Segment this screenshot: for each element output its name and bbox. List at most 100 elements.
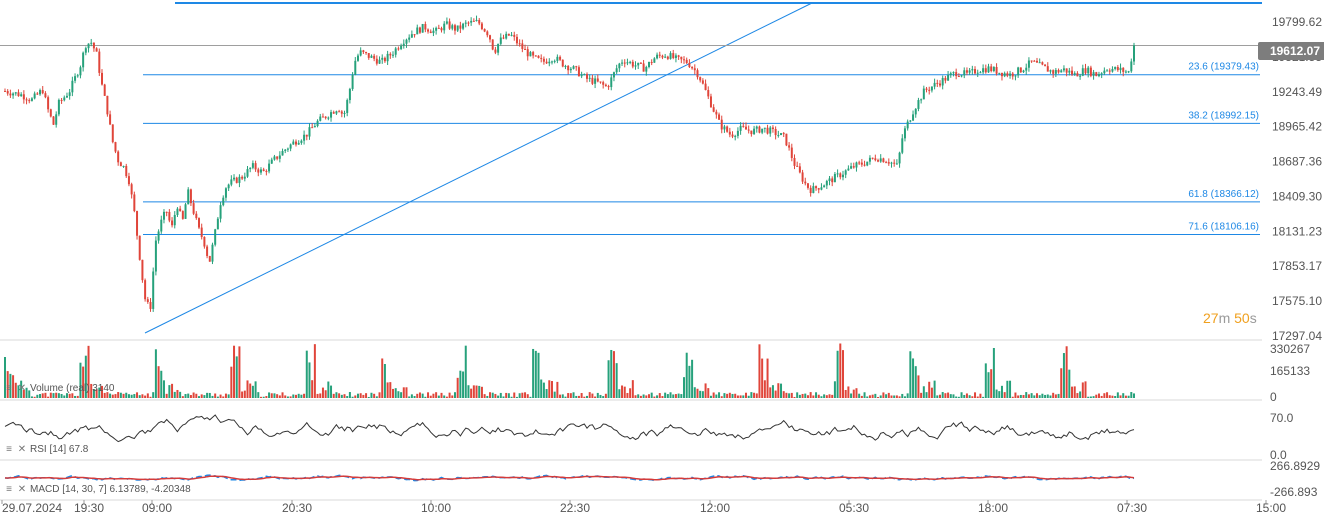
volume-bar bbox=[532, 348, 535, 398]
candle-body bbox=[1133, 45, 1135, 62]
candle-body bbox=[327, 117, 330, 119]
x-axis-tick-label: 05:30 bbox=[839, 501, 869, 515]
candle-body bbox=[106, 95, 109, 115]
trend-line bbox=[144, 2, 813, 334]
candle-body bbox=[257, 169, 260, 173]
volume-bar bbox=[817, 394, 820, 398]
volume-bar bbox=[672, 394, 675, 398]
close-icon[interactable]: ✕ bbox=[17, 383, 27, 394]
candle-body bbox=[1052, 70, 1055, 74]
candle-body bbox=[321, 116, 324, 118]
menu-icon[interactable]: ≡ bbox=[6, 383, 12, 394]
volume-bar bbox=[351, 396, 354, 398]
candle-body bbox=[890, 162, 893, 164]
candle-body bbox=[459, 25, 462, 29]
candle-body bbox=[1006, 73, 1009, 76]
volume-bar bbox=[162, 380, 165, 398]
volume-bar bbox=[642, 394, 645, 398]
volume-bar bbox=[534, 350, 537, 398]
candle-body bbox=[753, 128, 756, 135]
candle-body bbox=[963, 70, 966, 76]
candle-body bbox=[1103, 70, 1106, 74]
candle-body bbox=[367, 53, 370, 58]
volume-bar bbox=[1060, 368, 1063, 398]
volume-bar bbox=[354, 395, 357, 398]
candle-body bbox=[882, 158, 885, 163]
candle-body bbox=[243, 176, 246, 179]
candle-body bbox=[917, 100, 920, 109]
volume-bar bbox=[424, 396, 427, 398]
volume-bar bbox=[103, 392, 106, 398]
volume-bar bbox=[877, 396, 880, 398]
volume-bar bbox=[362, 394, 365, 398]
candle-body bbox=[405, 39, 408, 44]
candle-body bbox=[553, 60, 556, 62]
volume-bar bbox=[1119, 395, 1122, 398]
candle-body bbox=[949, 73, 952, 76]
candles bbox=[4, 15, 1135, 312]
candle-body bbox=[801, 172, 804, 182]
candle-body bbox=[453, 25, 456, 31]
volume-bar bbox=[744, 392, 747, 398]
y-axis-tick-label: 18131.23 bbox=[1272, 224, 1322, 238]
volume-bar bbox=[893, 395, 896, 398]
volume-bar bbox=[537, 352, 540, 398]
candle-body bbox=[960, 75, 963, 77]
volume-bar bbox=[152, 392, 155, 398]
candle-body bbox=[1044, 64, 1047, 67]
candle-body bbox=[755, 126, 758, 129]
volume-bar bbox=[793, 396, 796, 398]
candle-timer: 27m 50s bbox=[1203, 310, 1257, 326]
volume-bar bbox=[825, 395, 828, 398]
y-axis-tick-label: 18409.30 bbox=[1272, 189, 1322, 203]
close-icon[interactable]: ✕ bbox=[17, 484, 27, 495]
fibonacci-label: 38.2 (18992.15) bbox=[1188, 110, 1259, 121]
menu-icon[interactable]: ≡ bbox=[6, 484, 12, 495]
x-axis-tick-label: 20:30 bbox=[282, 501, 312, 515]
volume-bar bbox=[515, 396, 518, 398]
volume-bar bbox=[596, 392, 599, 398]
candle-body bbox=[65, 95, 68, 98]
close-icon[interactable]: ✕ bbox=[17, 444, 27, 455]
candle-body bbox=[828, 178, 831, 182]
volume-bar bbox=[133, 394, 136, 398]
volume-bar bbox=[300, 394, 303, 398]
volume-bar bbox=[168, 385, 171, 398]
x-axis-tick-label: 15:00 bbox=[1256, 501, 1286, 515]
menu-icon[interactable]: ≡ bbox=[6, 444, 12, 455]
volume-bar bbox=[615, 363, 618, 398]
candle-body bbox=[987, 66, 990, 73]
candle-body bbox=[1089, 67, 1092, 76]
candle-body bbox=[521, 43, 524, 49]
volume-bar bbox=[106, 392, 109, 398]
volume-bar bbox=[313, 344, 316, 398]
candle-body bbox=[141, 259, 144, 281]
volume-bar bbox=[753, 392, 756, 398]
volume-bar bbox=[22, 389, 25, 398]
volume-bar bbox=[1057, 393, 1060, 398]
candle-body bbox=[928, 89, 931, 91]
volume-bar bbox=[947, 392, 950, 398]
candle-body bbox=[362, 50, 365, 53]
candle-body bbox=[1108, 70, 1111, 72]
volume-bar bbox=[378, 392, 381, 398]
volume-bar bbox=[76, 395, 79, 398]
candle-body bbox=[693, 68, 696, 71]
candle-body bbox=[1076, 73, 1079, 77]
candle-body bbox=[720, 119, 723, 130]
candle-body bbox=[117, 151, 120, 163]
candle-body bbox=[577, 67, 580, 77]
candle-body bbox=[63, 97, 66, 101]
volume-bar bbox=[1076, 393, 1079, 398]
volume-bar bbox=[720, 396, 723, 398]
candle-body bbox=[427, 29, 430, 32]
volume-bar bbox=[1003, 392, 1006, 398]
volume-bar bbox=[4, 357, 6, 398]
candle-body bbox=[645, 66, 648, 72]
volume-bar bbox=[930, 387, 933, 398]
volume-bar bbox=[882, 392, 885, 398]
volume-bar bbox=[855, 388, 858, 398]
volume-bar bbox=[327, 381, 330, 398]
